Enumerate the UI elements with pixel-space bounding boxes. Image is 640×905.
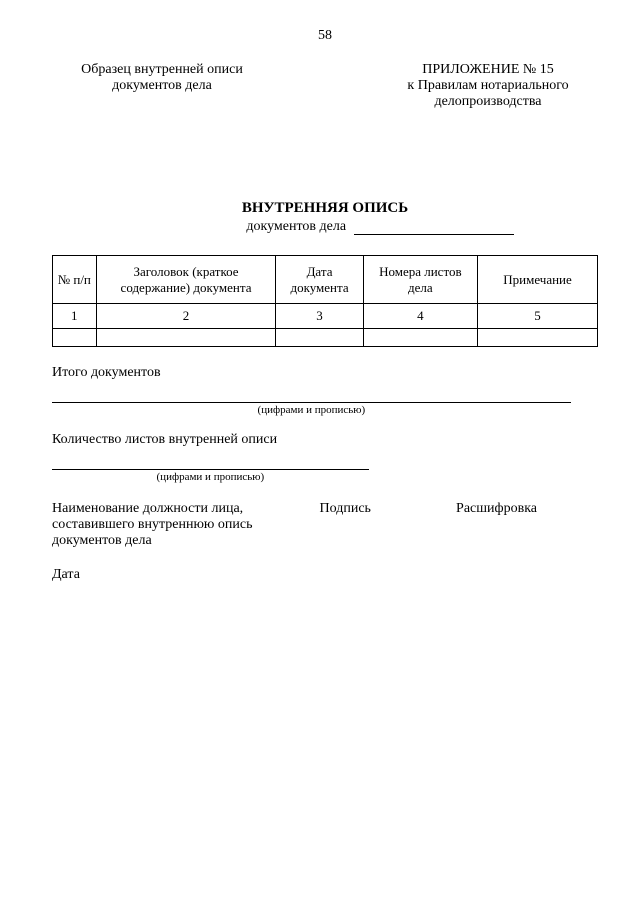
page-number: 58 [52,28,598,44]
main-table: № п/п Заголовок (краткое содержание) док… [52,255,598,347]
empty-3 [276,329,363,347]
total-documents-underline [52,385,571,403]
signature-decode: Расшифровка [456,501,598,549]
header-right-line3: делопроизводства [378,94,598,110]
th-1: № п/п [53,256,97,304]
header-left-line2: документов дела [52,78,272,94]
signature-row: Наименование должности лица, составившег… [52,501,598,549]
caption-total: (цифрами и прописью) [52,404,571,416]
th-5: Примечание [478,256,598,304]
num-1: 1 [53,304,97,329]
header-left-line1: Образец внутренней описи [52,62,272,78]
th-2: Заголовок (краткое содержание) документа [96,256,276,304]
header-right-line2: к Правилам нотариального [378,78,598,94]
subtitle-row: документов дела [52,219,598,235]
header-left: Образец внутренней описи документов дела [52,62,272,110]
table-empty-row [53,329,598,347]
table-header-row: № п/п Заголовок (краткое содержание) док… [53,256,598,304]
subtitle-fill-line [354,221,514,235]
num-5: 5 [478,304,598,329]
signature-sign: Подпись [320,501,457,549]
table-number-row: 1 2 3 4 5 [53,304,598,329]
empty-2 [96,329,276,347]
caption-sheets: (цифрами и прописью) [52,471,369,483]
main-title: ВНУТРЕННЯЯ ОПИСЬ [52,200,598,217]
num-2: 2 [96,304,276,329]
header-right-line1: ПРИЛОЖЕНИЕ № 15 [378,62,598,78]
signature-position: Наименование должности лица, составившег… [52,501,320,549]
th-3: Дата документа [276,256,363,304]
th-4: Номера листов дела [363,256,477,304]
empty-5 [478,329,598,347]
sheet-count-label: Количество листов внутренней описи [52,432,598,448]
total-documents-label: Итого документов [52,365,598,381]
num-3: 3 [276,304,363,329]
num-4: 4 [363,304,477,329]
sheet-count-underline [52,452,369,470]
empty-4 [363,329,477,347]
header-row: Образец внутренней описи документов дела… [52,62,598,110]
subtitle-text: документов дела [246,219,346,234]
empty-1 [53,329,97,347]
date-label: Дата [52,567,598,583]
header-right: ПРИЛОЖЕНИЕ № 15 к Правилам нотариального… [378,62,598,110]
